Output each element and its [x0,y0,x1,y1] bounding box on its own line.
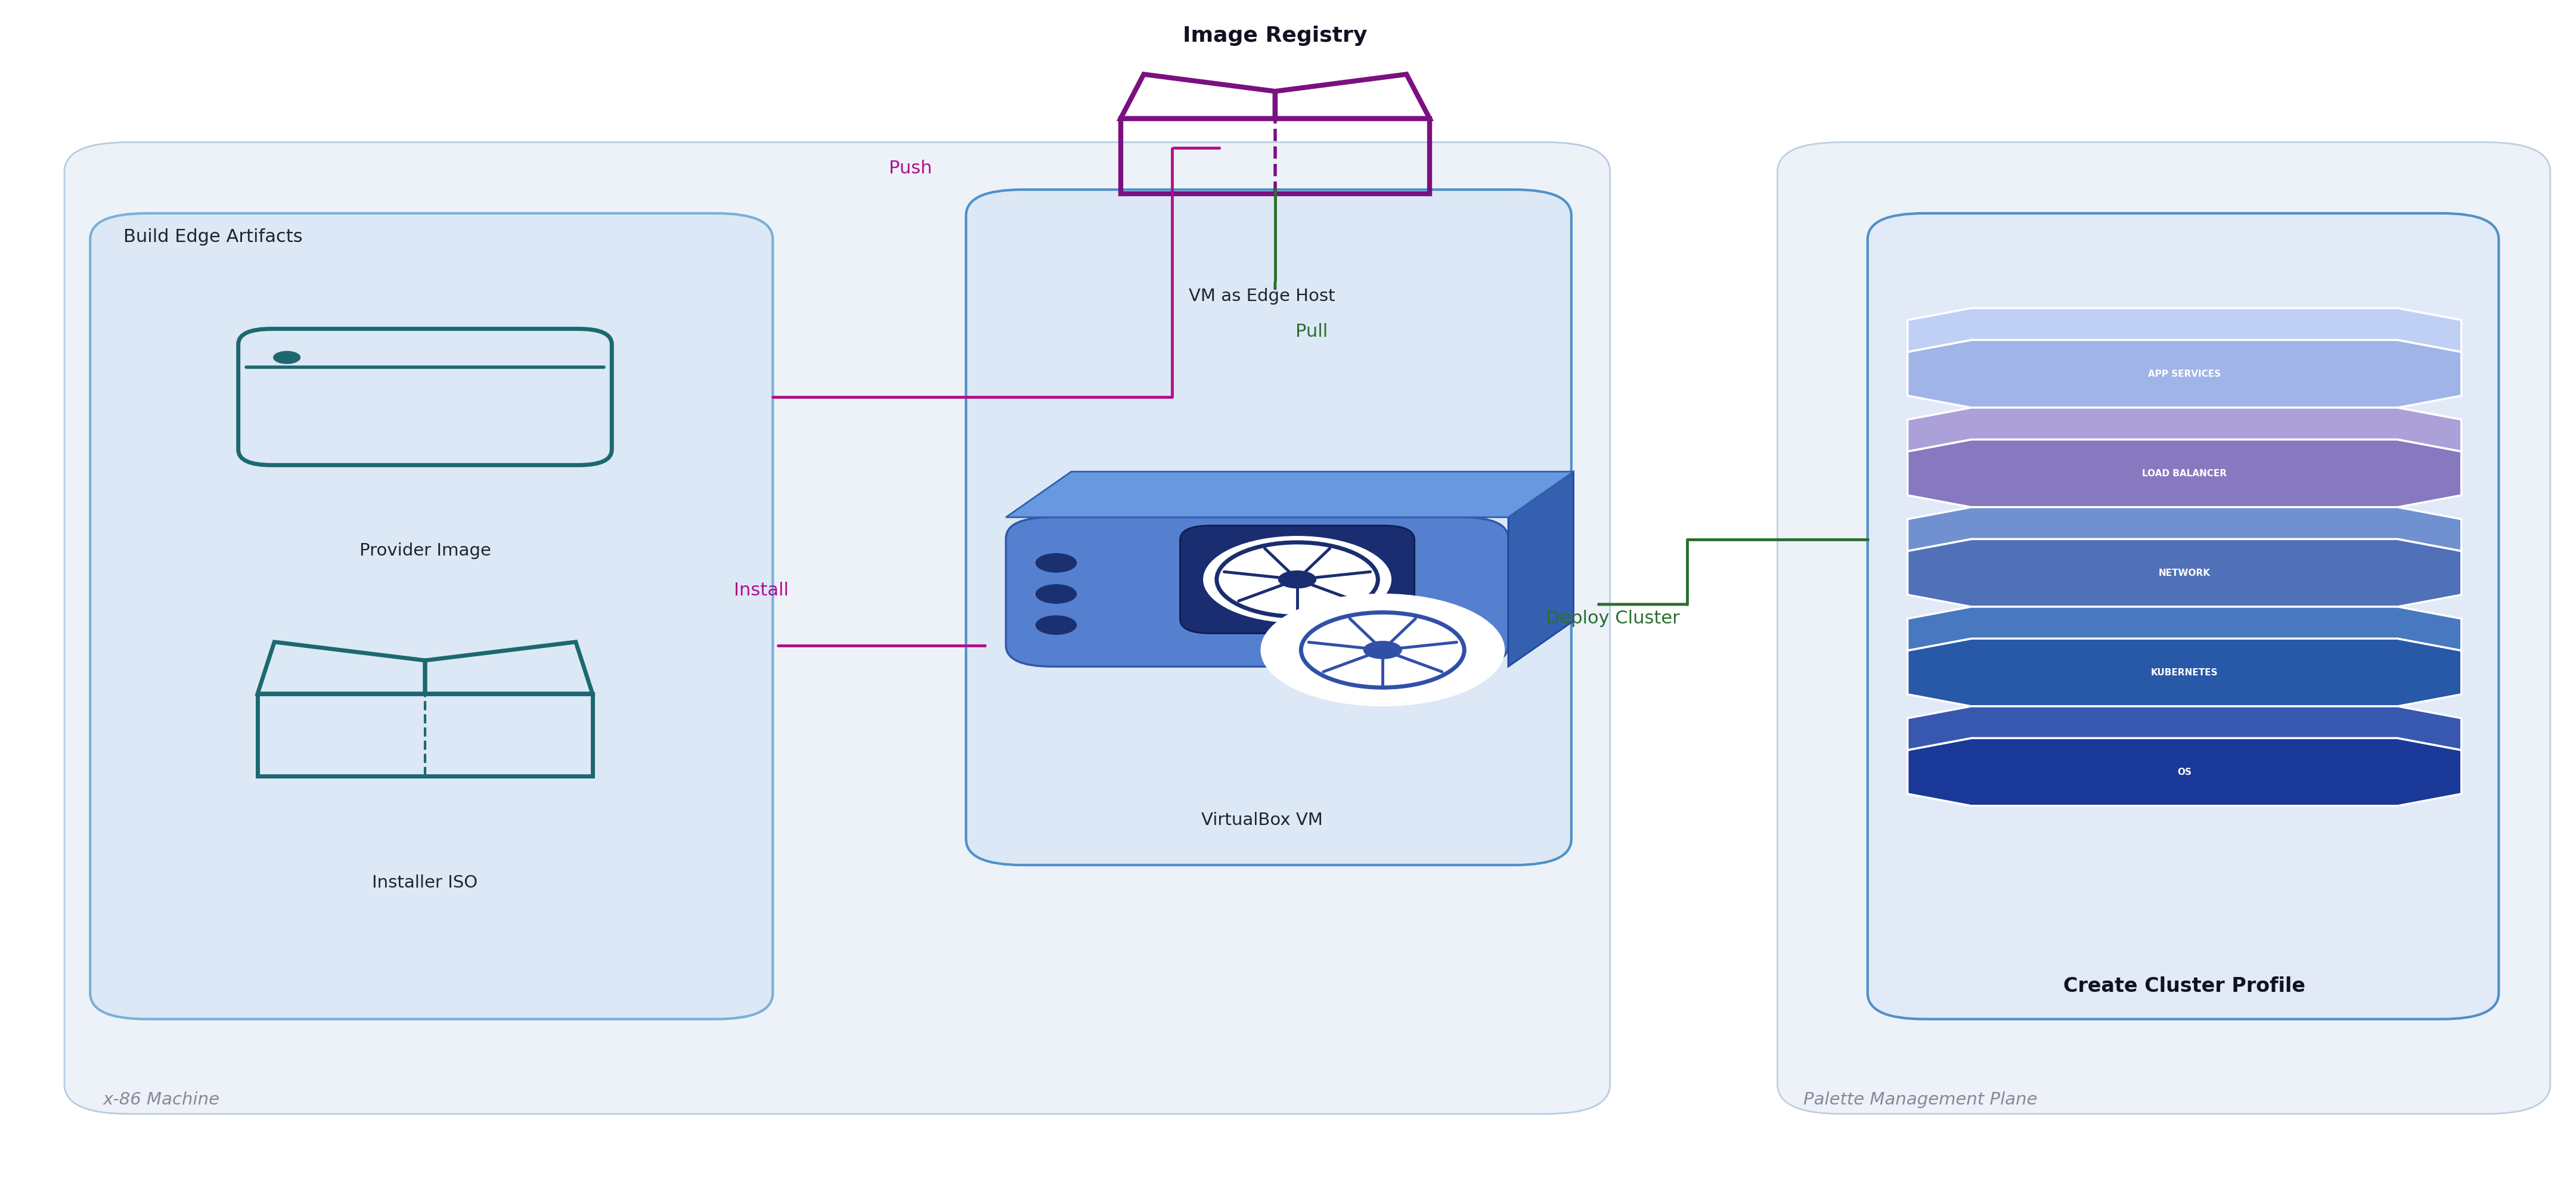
Polygon shape [1906,607,2463,651]
Circle shape [1203,537,1391,622]
Text: Image Registry: Image Registry [1182,25,1368,46]
Circle shape [1278,571,1316,588]
Text: Install: Install [734,582,788,598]
Circle shape [1036,616,1077,634]
Polygon shape [1906,440,2463,507]
FancyBboxPatch shape [1868,213,2499,1019]
Polygon shape [1906,408,2463,451]
Polygon shape [1906,639,2463,706]
Polygon shape [1906,539,2463,607]
Text: Push: Push [889,160,933,177]
FancyBboxPatch shape [1005,517,1510,666]
Text: VirtualBox VM: VirtualBox VM [1200,812,1324,828]
Text: VM as Edge Host: VM as Edge Host [1190,288,1334,305]
Text: Deploy Cluster: Deploy Cluster [1546,610,1680,627]
FancyBboxPatch shape [966,190,1571,865]
Circle shape [273,351,301,364]
Circle shape [1288,607,1479,693]
Text: NETWORK: NETWORK [2159,569,2210,577]
Polygon shape [1906,308,2463,352]
Circle shape [1262,594,1504,706]
Circle shape [1036,553,1077,572]
Polygon shape [1005,472,1574,517]
Circle shape [1036,584,1077,603]
Text: Palette Management Plane: Palette Management Plane [1803,1091,2038,1108]
FancyBboxPatch shape [64,142,1610,1114]
Circle shape [1363,641,1401,659]
Text: KUBERNETES: KUBERNETES [2151,668,2218,677]
Text: Installer ISO: Installer ISO [374,875,477,891]
FancyBboxPatch shape [1777,142,2550,1114]
Text: OS: OS [2177,768,2192,776]
Text: x-86 Machine: x-86 Machine [103,1091,219,1108]
FancyBboxPatch shape [1180,526,1414,633]
Text: Provider Image: Provider Image [358,543,492,559]
Polygon shape [1906,706,2463,750]
Polygon shape [1906,738,2463,806]
Text: LOAD BALANCER: LOAD BALANCER [2143,469,2226,478]
Text: APP SERVICES: APP SERVICES [2148,370,2221,378]
Text: Create Cluster Profile: Create Cluster Profile [2063,976,2306,995]
Polygon shape [1510,472,1574,666]
Text: Build Edge Artifacts: Build Edge Artifacts [124,229,304,245]
Text: Pull: Pull [1296,324,1329,340]
Polygon shape [1906,507,2463,551]
Polygon shape [1906,340,2463,408]
FancyBboxPatch shape [90,213,773,1019]
